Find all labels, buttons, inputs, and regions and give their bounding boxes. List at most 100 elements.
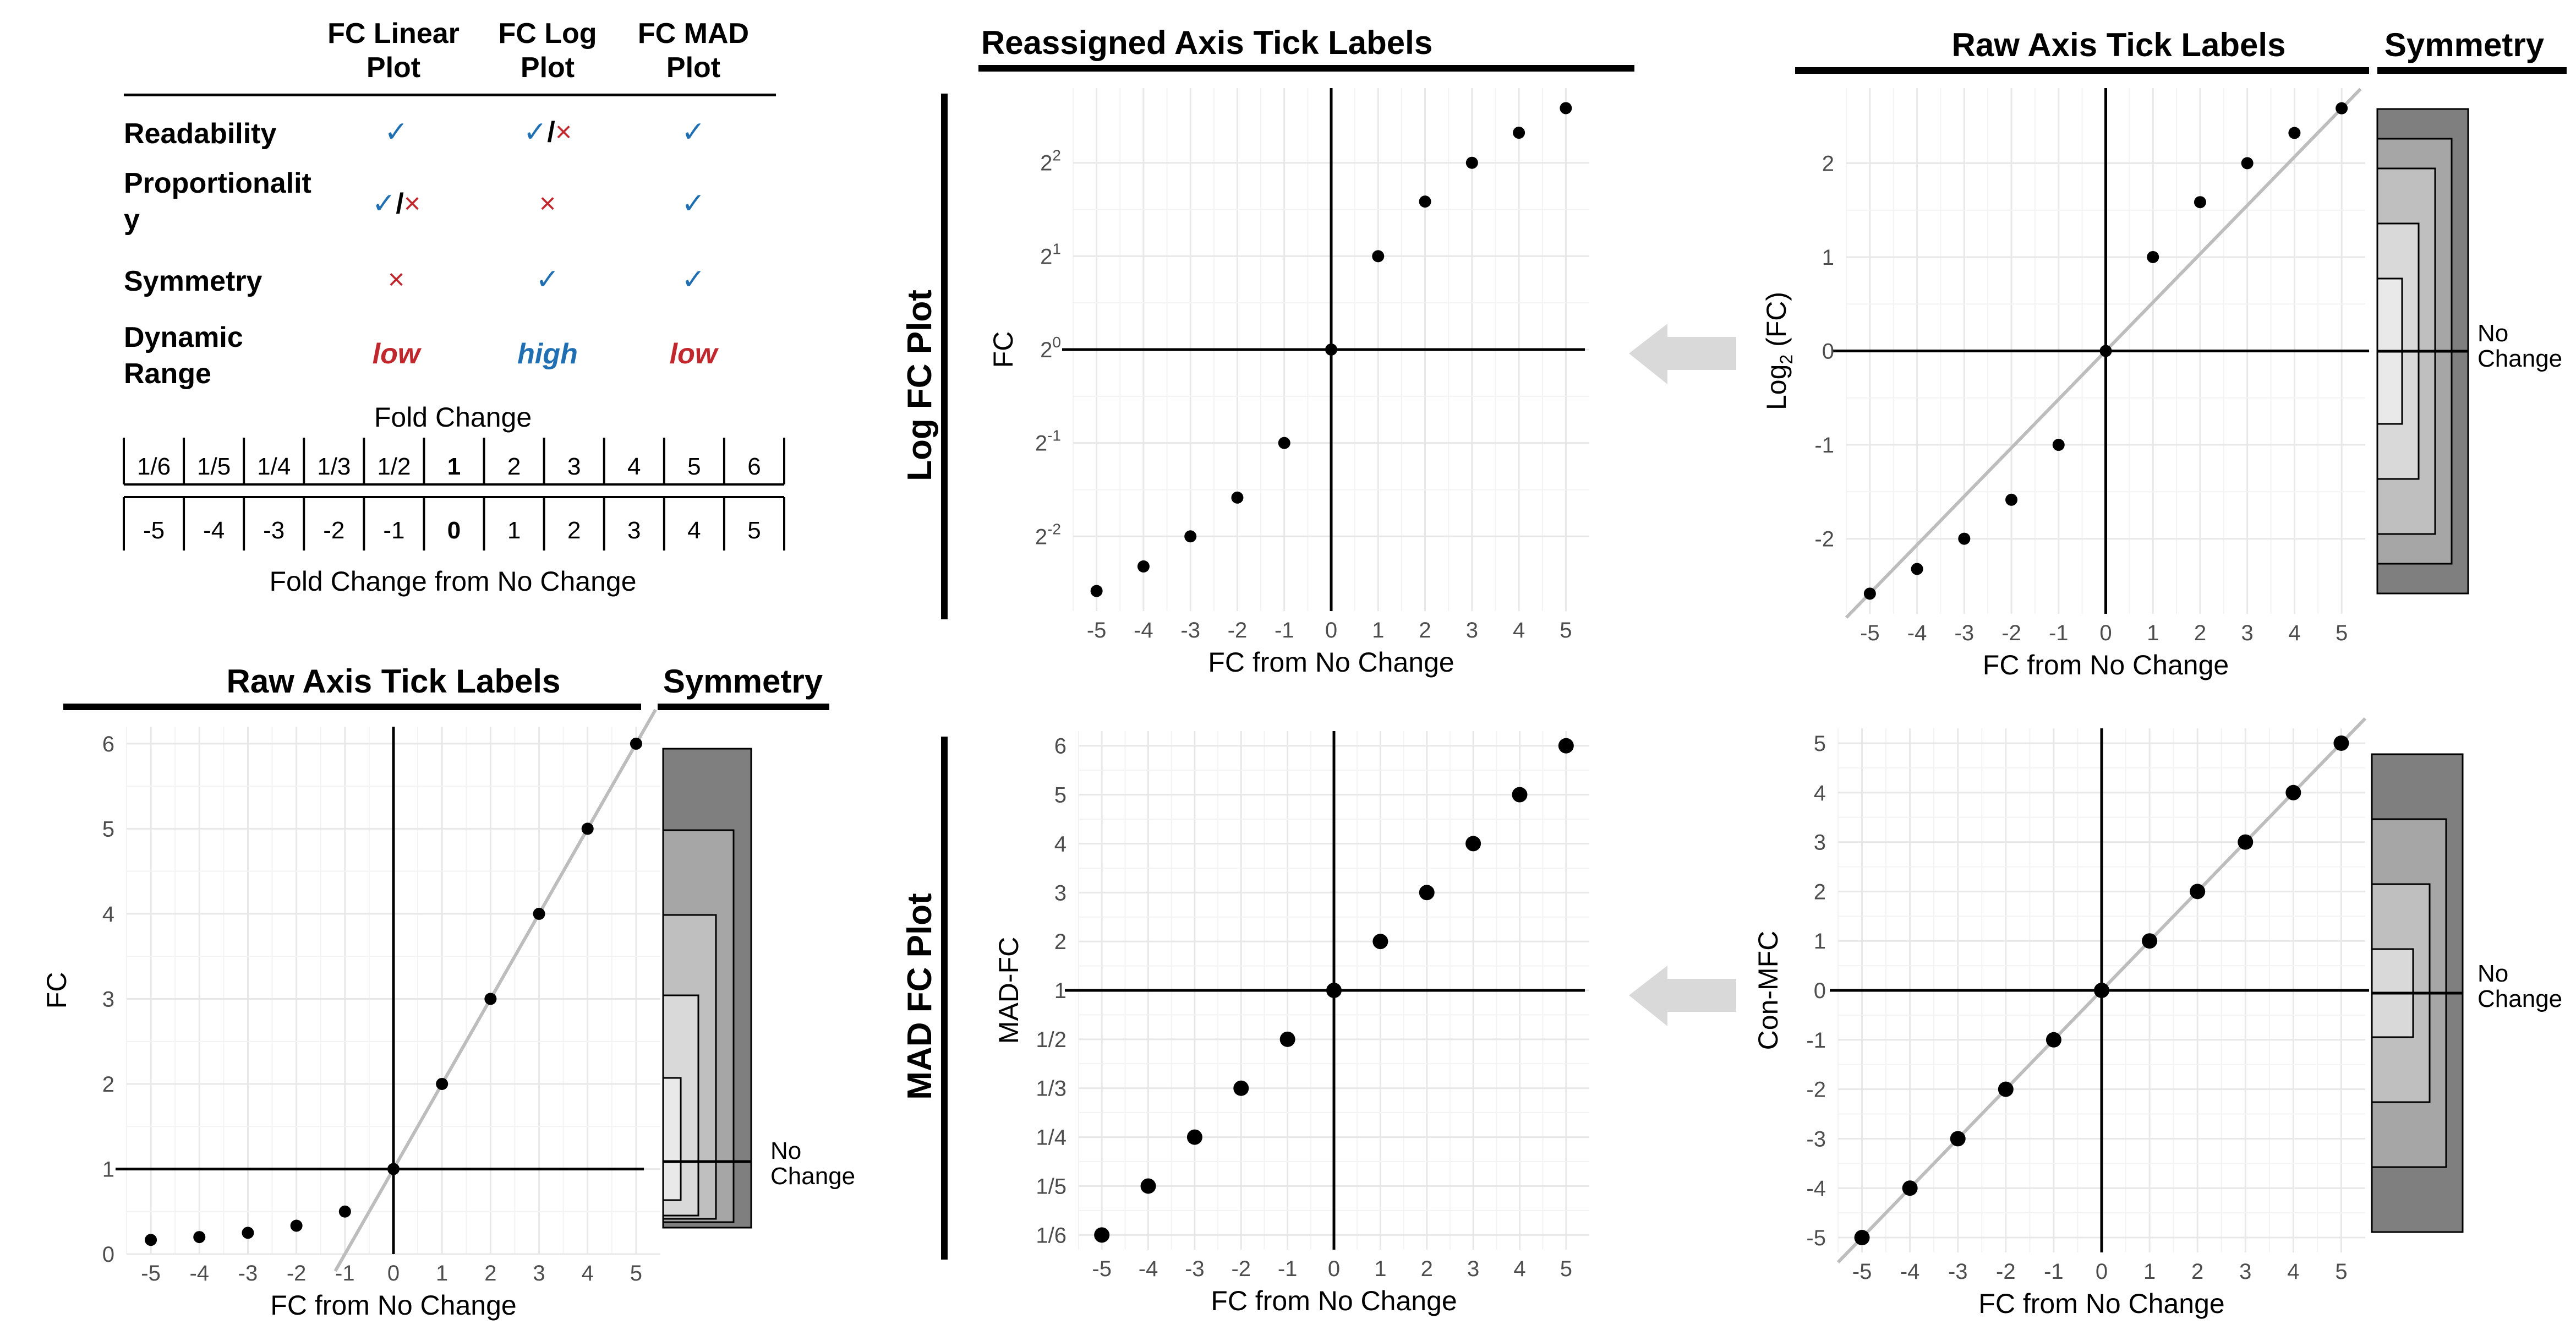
raw-axis-rule-linear <box>63 704 641 710</box>
data-point <box>242 1227 254 1239</box>
y-tick-label: 3 <box>1054 881 1067 905</box>
data-point <box>2288 127 2301 139</box>
fold-change-table: Fold Change Fold Change from No Change 1… <box>123 402 785 597</box>
data-point <box>1137 560 1150 573</box>
y-tick-label: 1/5 <box>1036 1174 1067 1198</box>
data-point <box>2052 439 2065 451</box>
y-axis-label: MAD-FC <box>993 937 1024 1044</box>
fold-change-cell: 1 <box>447 453 461 480</box>
y-tick-label: 3 <box>1814 831 1826 855</box>
data-point <box>145 1234 157 1246</box>
fold-change-from-no-change-caption: Fold Change from No Change <box>269 566 636 597</box>
data-point <box>1231 491 1244 504</box>
data-point <box>1326 983 1342 998</box>
data-point <box>1233 1080 1249 1096</box>
x-tick-label: 1 <box>1372 618 1384 642</box>
x-tick-label: 3 <box>1467 1257 1479 1281</box>
x-tick-label: -5 <box>1852 1260 1872 1284</box>
cell-readability-mad: ✓ <box>681 116 705 148</box>
x-tick-label: 0 <box>387 1261 400 1285</box>
data-point <box>2147 250 2159 263</box>
col-header-linear: FC Linear Plot <box>327 18 460 84</box>
fold-change-cell: 1/2 <box>377 453 411 480</box>
x-tick-label: -2 <box>2001 621 2021 645</box>
row-label-dynamic-range: Dynamic Range <box>124 322 243 390</box>
y-tick-label: 4 <box>102 902 114 927</box>
fc-from-no-change-cell: -5 <box>143 517 165 544</box>
no-change-label-mad: No Change <box>2477 960 2562 1012</box>
data-point <box>1419 885 1435 901</box>
x-tick-label: -5 <box>1087 618 1107 642</box>
x-tick-label: 1 <box>2143 1260 2156 1284</box>
x-tick-label: -5 <box>1092 1257 1112 1281</box>
cell-proportionality-linear: ✓/× <box>371 188 421 220</box>
reassigned-axis-title: Reassigned Axis Tick Labels <box>981 24 1432 61</box>
cell-symmetry-log: ✓ <box>535 264 560 296</box>
data-point <box>1863 587 1876 600</box>
y-tick-label: 0 <box>102 1243 114 1267</box>
x-tick-label: 4 <box>1513 1257 1525 1281</box>
x-tick-label: 1 <box>2147 621 2159 645</box>
cell-proportionality-mad: ✓ <box>681 188 705 220</box>
fc-from-no-change-cell: -1 <box>383 517 404 544</box>
x-tick-label: -4 <box>1900 1260 1920 1284</box>
x-tick-label: 1 <box>436 1261 448 1285</box>
y-tick-label: -2 <box>1814 527 1834 552</box>
fc-from-no-change-cell: 4 <box>687 517 701 544</box>
fold-change-caption: Fold Change <box>374 402 532 433</box>
fc-from-no-change-cell: -4 <box>203 517 225 544</box>
data-point <box>1184 530 1197 543</box>
symmetry-title-log: Symmetry <box>2384 26 2545 63</box>
data-point <box>2142 933 2158 949</box>
x-tick-label: 4 <box>1513 618 1525 642</box>
data-point <box>1186 1129 1202 1145</box>
x-tick-label: -3 <box>1948 1260 1968 1284</box>
x-tick-label: 2 <box>1421 1257 1433 1281</box>
data-point <box>1854 1230 1870 1246</box>
x-tick-label: 5 <box>2335 1260 2347 1284</box>
data-point <box>1372 934 1388 950</box>
data-point <box>193 1231 206 1244</box>
symmetry-nested-boxes-log <box>2376 108 2469 595</box>
x-tick-label: 2 <box>484 1261 496 1285</box>
x-tick-label: 5 <box>1560 618 1572 642</box>
fc-from-no-change-cell: 0 <box>447 517 461 544</box>
y-tick-label: 2 <box>1814 880 1826 904</box>
chart-log-raw: -5 -4 -3 -2 -1 0 1 2 3 4 5 -2 -1 0 1 2 FC from No Change… <box>1761 88 2369 680</box>
x-tick-label: 0 <box>2099 621 2112 645</box>
raw-axis-title-linear: Raw Axis Tick Labels <box>227 663 561 700</box>
y-tick-label: 4 <box>1054 832 1067 856</box>
y-axis-label: FC <box>988 331 1019 368</box>
data-point <box>2046 1032 2061 1048</box>
data-point <box>1465 156 1478 169</box>
x-tick-label: 1 <box>1374 1257 1386 1281</box>
x-tick-label: -2 <box>1228 618 1248 642</box>
data-point <box>2336 102 2348 115</box>
data-point <box>533 907 545 920</box>
row-label-proportionality: Proportionality <box>124 167 311 236</box>
x-tick-label: 4 <box>2288 621 2300 645</box>
x-tick-label: 0 <box>1325 618 1337 642</box>
y-tick-label: 1/4 <box>1036 1126 1067 1150</box>
y-tick-label: 1 <box>1814 929 1826 953</box>
row-label-symmetry: Symmetry <box>124 265 262 297</box>
row-label-readability: Readability <box>124 118 277 150</box>
cell-dynamic-mad: low <box>669 338 718 370</box>
x-tick-label: -4 <box>189 1261 209 1285</box>
data-point <box>1958 532 1971 545</box>
fc-from-no-change-cell: 5 <box>747 517 761 544</box>
x-tick-label: 2 <box>1419 618 1431 642</box>
mad-fc-plot-label: MAD FC Plot <box>901 893 939 1099</box>
y-tick-label: 0 <box>1822 340 1834 364</box>
fold-change-cell: 1/3 <box>317 453 351 480</box>
x-tick-label: -1 <box>2049 621 2069 645</box>
fc-from-no-change-cell: 2 <box>567 517 581 544</box>
y-tick-label: 3 <box>102 987 114 1011</box>
data-point <box>1140 1178 1156 1194</box>
x-tick-label: -1 <box>2044 1260 2064 1284</box>
data-point <box>1512 787 1528 803</box>
chart-mad-raw: -5 -4 -3 -2 -1 0 1 2 3 4 5 -5 -4 -3 -2 -1 0 1 2 3 4 5 FC from … <box>1753 717 2369 1319</box>
y-tick-label: 1/2 <box>1036 1028 1067 1052</box>
data-point <box>1279 1031 1295 1047</box>
data-point <box>1090 585 1103 597</box>
